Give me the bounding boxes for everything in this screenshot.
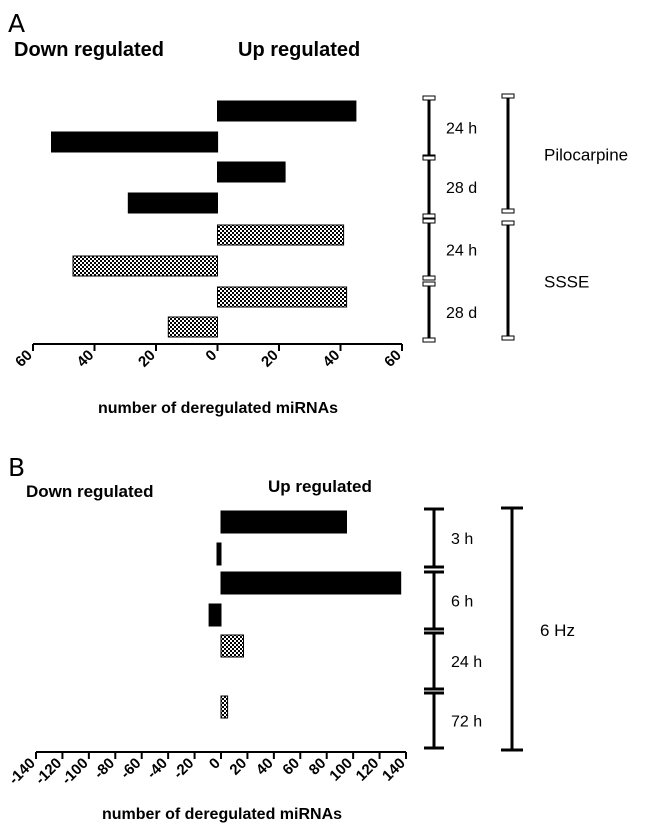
panel-a-brackets: 24 h 28 d 24 h 28 d Pilocarpine SSSE	[422, 93, 628, 343]
panel-b-time-bracket-3	[424, 691, 444, 750]
panel-a-bar-7	[167, 316, 219, 338]
panel-a-x-label: number of deregulated miRNAs	[98, 400, 338, 417]
panel-b-bar-5	[220, 695, 229, 719]
panel-a-group-label-1: SSSE	[544, 273, 589, 292]
panel-b-letter: B	[8, 453, 25, 482]
panel-b-tick-label-5: -40	[144, 755, 171, 782]
panel-b-bar-2	[220, 571, 402, 595]
panel-b-group-bracket-0	[501, 506, 523, 752]
panel-a-time-label-3: 28 d	[446, 305, 477, 322]
panel-b-tick-label-6: -20	[170, 755, 197, 782]
panel-b-time-label-1: 6 h	[451, 594, 473, 611]
panel-a-time-bracket-0	[422, 95, 436, 160]
panel-b-time-bracket-1	[424, 570, 444, 631]
panel-a: A Down regulated Up regulated 60 40 20 0 20 4…	[8, 9, 628, 417]
panel-b-bar-4	[220, 634, 244, 658]
panel-a-bar-0	[217, 100, 357, 122]
panel-b: B Down regulated Up regulated -140-120-1…	[6, 453, 575, 823]
panel-a-bar-2	[217, 161, 286, 183]
panel-a-bar-4	[217, 224, 345, 246]
panel-b-group-label-0: 6 Hz	[540, 621, 575, 640]
panel-a-time-label-0: 24 h	[446, 121, 477, 138]
panel-b-bar-1	[216, 542, 222, 566]
panel-a-time-label-2: 24 h	[446, 243, 477, 260]
panel-b-up-header: Up regulated	[268, 477, 372, 496]
panel-b-time-label-2: 24 h	[451, 654, 482, 671]
panel-b-time-label-0: 3 h	[451, 531, 473, 548]
panel-b-down-header: Down regulated	[26, 482, 154, 501]
panel-b-tick-label-0: -140	[6, 755, 39, 788]
panel-a-bar-1	[51, 131, 219, 153]
panel-a-time-bracket-3	[422, 281, 436, 343]
panel-b-time-bracket-0	[424, 507, 444, 569]
panel-a-bar-5	[72, 255, 218, 277]
panel-a-group-label-0: Pilocarpine	[544, 146, 628, 165]
panel-a-group-bracket-1	[501, 220, 515, 341]
panel-b-brackets: 3 h 6 h 24 h 72 h 6 Hz	[424, 506, 575, 752]
panel-b-time-label-3: 72 h	[451, 714, 482, 731]
panel-a-letter: A	[8, 9, 25, 38]
panel-b-bar-3	[208, 603, 222, 627]
panel-b-tick-label-3: -80	[91, 755, 118, 782]
panel-a-up-header: Up regulated	[238, 39, 360, 61]
panel-a-bar-6	[217, 286, 348, 308]
panel-b-tick-label-2: -100	[58, 755, 91, 788]
panel-b-bar-0	[220, 510, 347, 534]
panel-b-tick-label-12: 100	[326, 755, 356, 785]
panel-b-bars	[208, 510, 402, 719]
panel-b-time-bracket-2	[424, 631, 444, 691]
panel-a-time-bracket-2	[422, 218, 436, 281]
panel-b-tick-label-1: -120	[32, 755, 65, 788]
panel-a-bars	[51, 100, 357, 338]
panel-a-ticks: 60 40 20 0 20 40 60	[12, 344, 405, 371]
panel-b-tick-label-14: 140	[379, 755, 409, 785]
panel-b-x-label: number of deregulated miRNAs	[102, 806, 342, 823]
panel-a-time-bracket-1	[422, 155, 436, 219]
panel-b-ticks: -140-120-100 -80 -60 -40 -20 0 20 40 60 801001201…	[6, 752, 409, 788]
panel-a-bar-3	[127, 192, 218, 214]
panel-a-down-header: Down regulated	[14, 39, 164, 61]
panel-a-group-bracket-0	[501, 93, 515, 214]
panel-b-tick-label-13: 120	[353, 755, 383, 785]
panel-b-tick-label-4: -60	[117, 755, 144, 782]
panel-a-time-label-1: 28 d	[446, 180, 477, 197]
